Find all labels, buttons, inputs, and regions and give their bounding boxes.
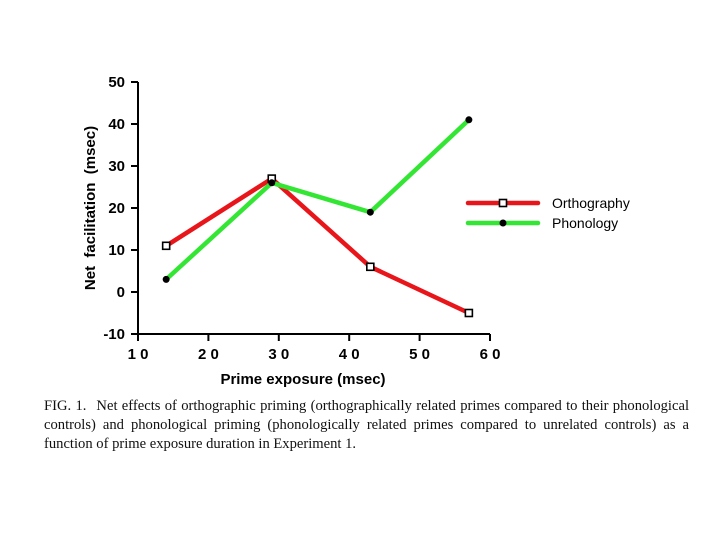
x-tick-label: 3 0 bbox=[268, 346, 289, 363]
data-point-orthography bbox=[161, 241, 171, 251]
data-point-orthography bbox=[464, 308, 474, 318]
data-point-phonology bbox=[465, 116, 473, 124]
y-tick-labels: -10 0 10 20 30 40 50 bbox=[103, 74, 125, 343]
series-line-phonology bbox=[163, 117, 472, 282]
caption-text: Net effects of orthographic priming (ort… bbox=[44, 398, 689, 452]
legend-label: Orthography bbox=[552, 195, 630, 211]
legend-item-orthography: Orthography bbox=[465, 195, 630, 211]
figure-label: FIG. 1. bbox=[44, 398, 87, 414]
legend-item-phonology: Phonology bbox=[465, 215, 618, 231]
data-point-orthography bbox=[366, 262, 375, 272]
legend-marker bbox=[499, 219, 507, 227]
y-tick-label: 50 bbox=[108, 74, 125, 91]
x-tick-label: 6 0 bbox=[480, 346, 501, 363]
y-tick-label: -10 bbox=[103, 326, 125, 343]
series-orthography bbox=[161, 174, 474, 318]
legend: Orthography Phonology bbox=[465, 195, 630, 231]
data-point-phonology bbox=[162, 275, 170, 283]
legend-label: Phonology bbox=[552, 215, 618, 231]
figure-caption: FIG. 1. Net effects of orthographic primi… bbox=[44, 397, 689, 454]
y-tick-label: 0 bbox=[117, 284, 125, 301]
line-chart: -10 0 10 20 30 40 50 1 0 2 0 3 0 4 0 5 0 6 0 Net fa… bbox=[82, 74, 630, 388]
data-point-phonology bbox=[366, 208, 374, 216]
y-axis-title: Net facilitation (msec) bbox=[82, 126, 99, 290]
series-phonology bbox=[162, 116, 473, 283]
axes bbox=[131, 81, 491, 341]
y-tick-label: 20 bbox=[108, 200, 125, 217]
x-tick-labels: 1 0 2 0 3 0 4 0 5 0 6 0 bbox=[128, 346, 501, 363]
x-tick-label: 4 0 bbox=[339, 346, 360, 363]
x-tick-label: 1 0 bbox=[128, 346, 149, 363]
x-axis-title: Prime exposure (msec) bbox=[220, 371, 385, 388]
series-line-orthography bbox=[163, 176, 472, 316]
y-tick-label: 40 bbox=[108, 116, 125, 133]
y-tick-label: 10 bbox=[108, 242, 125, 259]
legend-marker bbox=[498, 198, 508, 208]
y-tick-label: 30 bbox=[108, 158, 125, 175]
x-tick-label: 5 0 bbox=[409, 346, 430, 363]
x-tick-label: 2 0 bbox=[198, 346, 219, 363]
series-layer bbox=[161, 116, 474, 318]
data-point-phonology bbox=[268, 179, 276, 187]
